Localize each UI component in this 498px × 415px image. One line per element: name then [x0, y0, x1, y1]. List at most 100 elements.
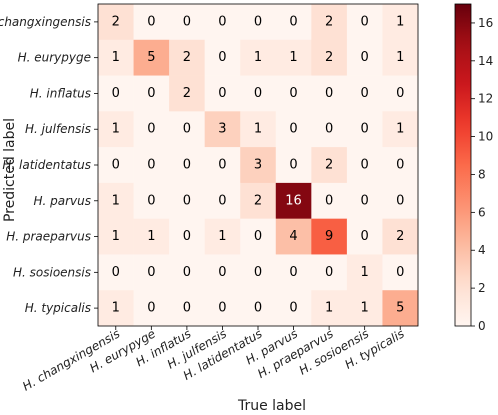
heatmap-cell	[240, 39, 277, 76]
cell-value-label: 1	[112, 301, 120, 316]
heatmap-cell	[204, 4, 241, 41]
heatmap-cell	[204, 39, 241, 76]
heatmap-cell	[346, 39, 383, 76]
heatmap-cell	[240, 254, 277, 291]
cell-value-label: 1	[289, 50, 297, 65]
cell-value-label: 0	[183, 158, 191, 173]
heatmap-cell	[275, 111, 312, 148]
heatmap-cell	[382, 111, 419, 148]
cell-value-label: 2	[325, 158, 333, 173]
cell-value-label: 1	[112, 229, 120, 244]
heatmap-cell	[133, 147, 170, 184]
heatmap-cell	[169, 75, 205, 112]
cell-value-label: 0	[218, 158, 226, 173]
heatmap-cell	[275, 4, 312, 41]
colorbar-ticks: 0 2 4 6 8 10 12 14 16	[471, 16, 493, 333]
heatmap-cell	[98, 75, 134, 112]
heatmap-cell	[133, 218, 170, 255]
cell-value-label: 0	[325, 122, 333, 137]
cell-value-label: 1	[254, 122, 262, 137]
y-tick-label: H. praeparvus	[6, 230, 91, 244]
heatmap-cell	[133, 254, 170, 291]
heatmap-cell	[346, 182, 383, 219]
heatmap-cell	[311, 254, 348, 291]
heatmap-cell	[275, 290, 312, 327]
cell-value-label: 0	[218, 193, 226, 208]
heatmap-cell	[98, 182, 134, 219]
heatmap-cell	[275, 182, 312, 219]
cell-value-label: 0	[254, 265, 262, 280]
cell-value-label: 0	[218, 86, 226, 101]
colorbar-tick-label: 10	[478, 130, 493, 144]
cell-value-label: 0	[254, 86, 262, 101]
cell-value-label: 0	[218, 14, 226, 29]
cell-value-label: 0	[147, 265, 155, 280]
heatmap-cell	[346, 218, 383, 255]
colorbar-tick-label: 12	[478, 92, 493, 106]
cell-value-label: 1	[396, 50, 404, 65]
heatmap-cell	[133, 4, 170, 41]
heatmap-cell	[98, 147, 134, 184]
heatmap-cell	[169, 182, 205, 219]
cell-value-label: 2	[325, 50, 333, 65]
heatmap-cell	[275, 254, 312, 291]
cell-value-label: 1	[112, 193, 120, 208]
heatmap-cell	[311, 290, 348, 327]
heatmap-cell	[240, 111, 277, 148]
cell-value-label: 0	[289, 14, 297, 29]
cell-value-label: 3	[254, 158, 262, 173]
cell-value-label: 2	[325, 14, 333, 29]
heatmap-cell	[98, 218, 134, 255]
x-axis-title: True label	[237, 398, 306, 414]
y-tick-label: H. changxingensis	[0, 15, 91, 29]
heatmap-cell	[311, 39, 348, 76]
heatmap-cell	[169, 39, 205, 76]
heatmap-cell	[133, 75, 170, 112]
colorbar-tick-label: 0	[478, 319, 486, 333]
heatmap-cell	[275, 39, 312, 76]
y-tick-label: H. sosioensis	[13, 265, 91, 279]
y-tick-label: H. eurypyge	[18, 51, 91, 65]
heatmap-cell	[346, 75, 383, 112]
cell-value-label: 0	[361, 193, 369, 208]
cell-value-label: 0	[147, 122, 155, 137]
cell-value-label: 1	[396, 122, 404, 137]
cell-value-label: 0	[183, 14, 191, 29]
heatmap-cell	[169, 218, 205, 255]
cell-value-label: 0	[183, 122, 191, 137]
heatmap-cell	[346, 111, 383, 148]
heatmap-cell	[311, 4, 348, 41]
heatmap-cell	[382, 290, 419, 327]
cell-value-label: 0	[112, 86, 120, 101]
cell-value-label: 0	[183, 265, 191, 280]
heatmap-cell	[275, 218, 312, 255]
y-tick-labels: H. changxingensis H. eurypyge H. inflatus H…	[0, 15, 98, 315]
cell-value-label: 16	[285, 193, 302, 208]
heatmap-cell	[240, 290, 277, 327]
heatmap-cell	[169, 147, 205, 184]
cell-value-label: 3	[218, 122, 226, 137]
heatmap-cell	[133, 290, 170, 327]
cell-value-label: 0	[218, 50, 226, 65]
y-tick-label: H. latidentatus	[2, 158, 91, 172]
heatmap-cell	[98, 4, 134, 41]
cell-value-label: 0	[396, 158, 404, 173]
cell-value-label: 5	[147, 50, 155, 65]
heatmap-cell	[133, 182, 170, 219]
colorbar-tick-label: 14	[478, 54, 493, 68]
colorbar-tick-label: 16	[478, 16, 493, 30]
heatmap-cell	[275, 147, 312, 184]
cell-value-label: 0	[289, 86, 297, 101]
cell-value-label: 0	[254, 229, 262, 244]
cell-value-label: 0	[254, 301, 262, 316]
heatmap-cell	[204, 111, 241, 148]
heatmap-cell	[204, 218, 241, 255]
cell-value-label: 0	[396, 193, 404, 208]
heatmap-cells: 2 0 0 0 0 0 2 0 1 1 5 2 0 1 1 2 0 1 0 0 2 0 0 0 0 0 0 1 0 0 3 1 0 0 0 1 0 0 0 0…	[97, 3, 419, 327]
colorbar-tick-label: 2	[478, 281, 486, 295]
cell-value-label: 0	[112, 158, 120, 173]
cell-value-label: 0	[183, 193, 191, 208]
cell-value-label: 0	[396, 265, 404, 280]
heatmap-cell	[204, 182, 241, 219]
